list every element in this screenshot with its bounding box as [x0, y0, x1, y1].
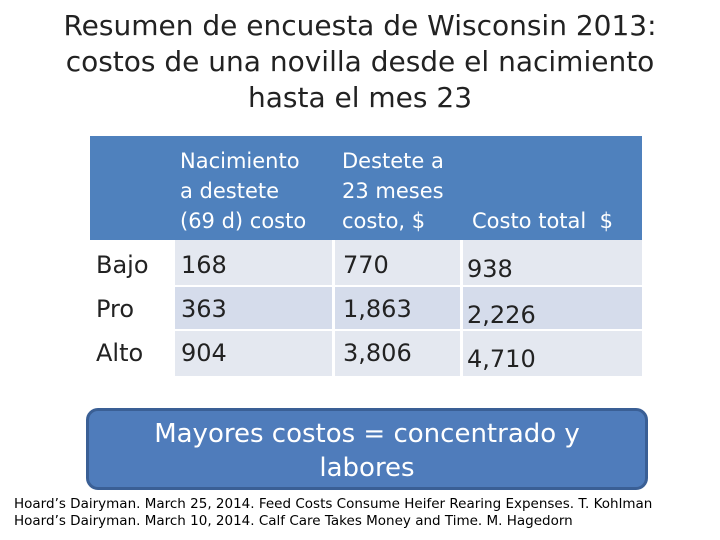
header-birth-line-2: a destete — [180, 179, 280, 203]
callout-box: Mayores costos = concentrado y labores — [86, 408, 648, 490]
reference-1: Hoard’s Dairyman. March 25, 2014. Feed C… — [14, 496, 653, 512]
title-line-3: hasta el mes 23 — [247, 81, 473, 114]
reference-2: Hoard’s Dairyman. March 10, 2014. Calf C… — [14, 513, 573, 529]
references: Hoard’s Dairyman. March 25, 2014. Feed C… — [14, 496, 714, 530]
header-cell-empty — [90, 136, 172, 240]
header-cell-weaning-23: Destete a 23 meses costo, $ — [334, 136, 462, 240]
header-birth-line-3: (69 d) costo — [180, 209, 307, 233]
table-cell: 4,710 — [467, 345, 536, 373]
header-cell-total: Costo total $ — [462, 136, 642, 240]
table-cell: 938 — [467, 255, 513, 283]
header-weaning-line-2: 23 meses — [342, 179, 444, 203]
row-label-bajo: Bajo — [96, 251, 149, 279]
table-cell: 363 — [181, 295, 227, 323]
slide-title: Resumen de encuesta de Wisconsin 2013: c… — [20, 8, 700, 116]
table-cell: 168 — [181, 251, 227, 279]
table-cell: 3,806 — [343, 339, 412, 367]
title-line-1: Resumen de encuesta de Wisconsin 2013: — [63, 9, 657, 42]
header-birth-line-1: Nacimiento — [180, 149, 300, 173]
table-cell: 770 — [343, 251, 389, 279]
header-cell-birth-weaning: Nacimiento a destete (69 d) costo — [172, 136, 334, 240]
table-cell: 904 — [181, 339, 227, 367]
callout-line-1: Mayores costos = concentrado y — [154, 419, 580, 449]
header-total-line-1: Costo total $ — [472, 209, 613, 233]
table-cell: 1,863 — [343, 295, 412, 323]
table-row-mid-band — [172, 286, 642, 330]
callout-line-2: labores — [319, 453, 415, 483]
row-label-pro: Pro — [96, 295, 135, 323]
title-line-2: costos de una novilla desde el nacimient… — [65, 45, 655, 78]
table-body-bg-left — [90, 240, 172, 376]
table-cell: 2,226 — [467, 301, 536, 329]
row-label-alto: Alto — [96, 339, 144, 367]
header-weaning-line-1: Destete a — [342, 149, 444, 173]
header-weaning-line-3: costo, $ — [342, 209, 426, 233]
